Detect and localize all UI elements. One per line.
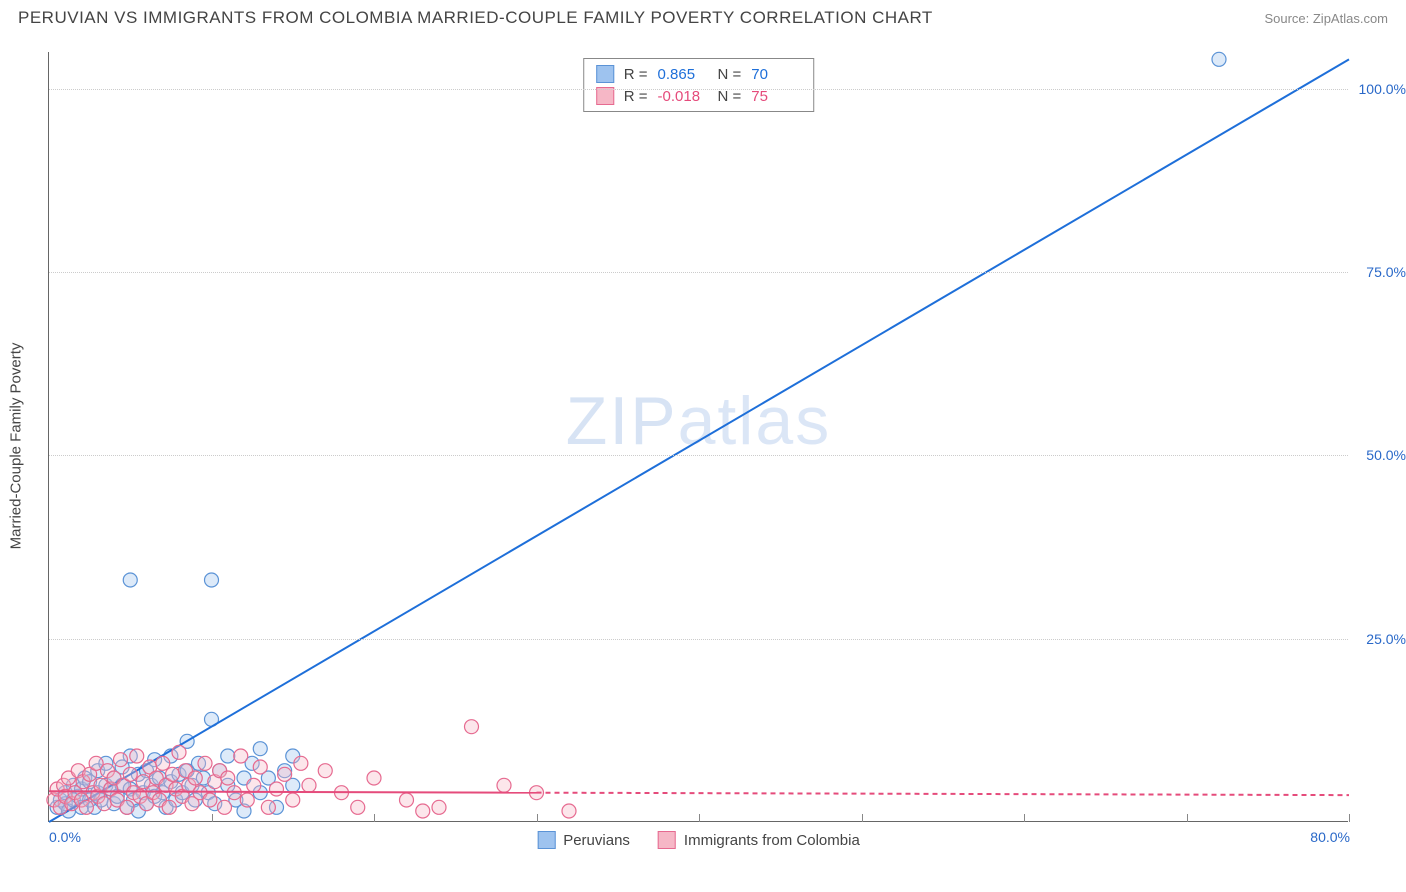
legend-item: Immigrants from Colombia: [658, 831, 860, 849]
data-point: [286, 793, 300, 807]
data-point: [188, 771, 202, 785]
stat-n-value: 75: [751, 88, 801, 105]
x-tick-mark: [1024, 814, 1025, 822]
stat-n-label: N =: [718, 88, 742, 105]
data-point: [123, 573, 137, 587]
data-point: [205, 573, 219, 587]
y-tick-label: 25.0%: [1366, 631, 1406, 647]
x-tick-mark: [1349, 814, 1350, 822]
chart-title: PERUVIAN VS IMMIGRANTS FROM COLOMBIA MAR…: [18, 8, 933, 28]
data-point: [79, 800, 93, 814]
data-point: [221, 771, 235, 785]
data-point: [203, 793, 217, 807]
x-tick-mark: [537, 814, 538, 822]
x-tick-mark: [862, 814, 863, 822]
data-point: [162, 800, 176, 814]
grid-line-h: [49, 639, 1348, 640]
data-point: [240, 793, 254, 807]
grid-line-h: [49, 89, 1348, 90]
data-point: [120, 800, 134, 814]
data-point: [278, 767, 292, 781]
grid-line-h: [49, 272, 1348, 273]
data-point: [221, 749, 235, 763]
stat-r-value: 0.865: [658, 66, 708, 83]
data-point: [247, 778, 261, 792]
x-tick-max: 80.0%: [1310, 829, 1350, 845]
x-tick-min: 0.0%: [49, 829, 81, 845]
data-point: [302, 778, 316, 792]
y-tick-label: 75.0%: [1366, 264, 1406, 280]
trend-line: [49, 59, 1349, 822]
source-attribution: Source: ZipAtlas.com: [1264, 11, 1388, 26]
data-point: [123, 767, 137, 781]
stats-row: R = 0.865 N = 70: [596, 63, 802, 85]
stat-r-label: R =: [624, 66, 648, 83]
data-point: [253, 760, 267, 774]
data-point: [318, 764, 332, 778]
data-point: [97, 797, 111, 811]
series-swatch: [596, 87, 614, 105]
data-point: [234, 749, 248, 763]
data-point: [270, 782, 284, 796]
x-tick-mark: [699, 814, 700, 822]
data-point: [416, 804, 430, 818]
data-point: [367, 771, 381, 785]
grid-line-h: [49, 455, 1348, 456]
data-point: [114, 753, 128, 767]
stat-n-value: 70: [751, 66, 801, 83]
stat-r-label: R =: [624, 88, 648, 105]
data-point: [1212, 52, 1226, 66]
data-point: [136, 775, 150, 789]
data-point: [261, 800, 275, 814]
correlation-chart: ZIPatlas R =0.865N =70R =-0.018N =75 Per…: [48, 52, 1348, 822]
legend: Peruvians Immigrants from Colombia: [537, 831, 860, 849]
data-point: [351, 800, 365, 814]
legend-label: Immigrants from Colombia: [684, 832, 860, 849]
data-point: [218, 800, 232, 814]
plot-surface: [49, 52, 1348, 821]
data-point: [130, 749, 144, 763]
data-point: [432, 800, 446, 814]
data-point: [465, 720, 479, 734]
x-tick-mark: [1187, 814, 1188, 822]
data-point: [253, 742, 267, 756]
data-point: [400, 793, 414, 807]
stat-r-value: -0.018: [658, 88, 708, 105]
series-swatch: [596, 65, 614, 83]
legend-label: Peruvians: [563, 832, 630, 849]
legend-item: Peruvians: [537, 831, 630, 849]
y-axis-title: Married-Couple Family Poverty: [8, 343, 25, 550]
data-point: [166, 767, 180, 781]
data-point: [156, 756, 170, 770]
data-point: [562, 804, 576, 818]
y-tick-label: 100.0%: [1359, 81, 1406, 97]
data-point: [294, 756, 308, 770]
legend-swatch: [537, 831, 555, 849]
x-tick-mark: [374, 814, 375, 822]
data-point: [497, 778, 511, 792]
stats-box: R = 0.865 N = 70 R = -0.018 N = 75: [583, 58, 815, 112]
y-tick-label: 50.0%: [1366, 447, 1406, 463]
data-point: [172, 745, 186, 759]
x-tick-mark: [212, 814, 213, 822]
stat-n-label: N =: [718, 66, 742, 83]
data-point: [198, 756, 212, 770]
legend-swatch: [658, 831, 676, 849]
trend-line-extension: [537, 793, 1350, 795]
